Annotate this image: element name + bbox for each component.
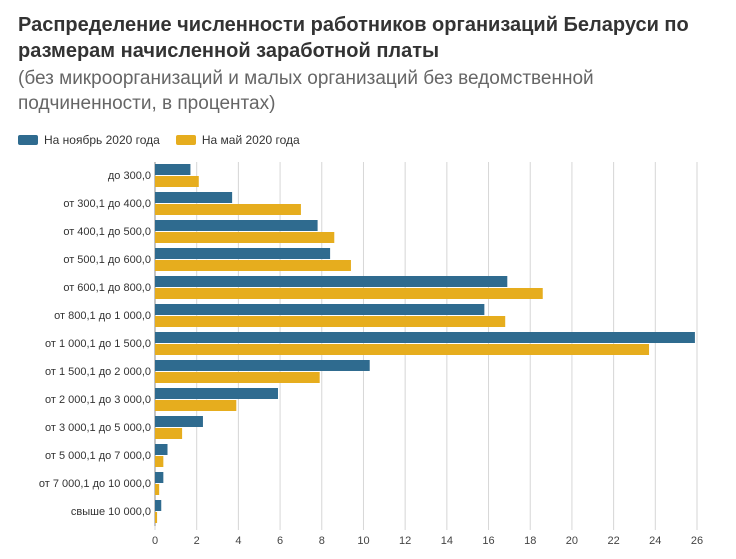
- bar-november: [155, 220, 318, 231]
- category-label: от 300,1 до 400,0: [63, 198, 151, 210]
- category-label: от 1 500,1 до 2 000,0: [45, 366, 151, 378]
- bar-november: [155, 332, 695, 343]
- legend-swatch-may: [175, 135, 196, 145]
- legend-item-november: На ноябрь 2020 года: [18, 133, 160, 147]
- chart-subtitle: (без микроорганизаций и малых организаци…: [18, 68, 594, 114]
- bar-may: [155, 204, 301, 215]
- category-label: до 300,0: [108, 170, 151, 182]
- category-label: от 3 000,1 до 5 000,0: [45, 422, 151, 434]
- category-label: от 7 000,1 до 10 000,0: [39, 478, 151, 490]
- bar-november: [155, 248, 331, 259]
- x-tick-label: 20: [566, 535, 578, 547]
- bar-may: [155, 484, 160, 495]
- bar-may: [155, 176, 199, 187]
- bar-may: [155, 456, 164, 467]
- bar-may: [155, 260, 351, 271]
- bar-november: [155, 304, 485, 315]
- bar-november: [155, 388, 278, 399]
- category-label: от 500,1 до 600,0: [63, 254, 151, 266]
- bar-november: [155, 416, 203, 427]
- category-label: от 800,1 до 1 000,0: [54, 310, 151, 322]
- x-tick-label: 26: [691, 535, 703, 547]
- x-tick-label: 14: [441, 535, 453, 547]
- bar-november: [155, 360, 370, 371]
- legend: На ноябрь 2020 года На май 2020 года: [18, 132, 316, 148]
- x-tick-label: 6: [277, 535, 283, 547]
- bar-may: [155, 428, 183, 439]
- category-label: от 600,1 до 800,0: [63, 282, 151, 294]
- legend-label-may: На май 2020 года: [201, 133, 300, 147]
- bar-may: [155, 232, 335, 243]
- category-label: от 1 000,1 до 1 500,0: [45, 338, 151, 350]
- x-tick-label: 16: [482, 535, 494, 547]
- x-tick-label: 8: [319, 535, 325, 547]
- chart-title: Распределение численности работников орг…: [18, 14, 689, 62]
- legend-item-may: На май 2020 года: [175, 133, 300, 147]
- x-tick-label: 22: [607, 535, 619, 547]
- legend-label-november: На ноябрь 2020 года: [44, 133, 160, 147]
- bar-november: [155, 472, 164, 483]
- bar-may: [155, 344, 650, 355]
- category-label: от 2 000,1 до 3 000,0: [45, 394, 151, 406]
- bar-may: [155, 400, 237, 411]
- category-label: свыше 10 000,0: [71, 506, 151, 518]
- bar-november: [155, 444, 168, 455]
- x-tick-label: 24: [649, 535, 661, 547]
- bar-november: [155, 276, 508, 287]
- bar-may: [155, 372, 320, 383]
- category-label: от 400,1 до 500,0: [63, 226, 151, 238]
- x-tick-label: 2: [194, 535, 200, 547]
- category-label: от 5 000,1 до 7 000,0: [45, 450, 151, 462]
- x-tick-label: 18: [524, 535, 536, 547]
- bar-may: [155, 316, 506, 327]
- bar-november: [155, 192, 233, 203]
- x-tick-label: 0: [152, 535, 158, 547]
- bar-may: [155, 512, 158, 523]
- x-tick-label: 10: [357, 535, 369, 547]
- bar-may: [155, 288, 543, 299]
- bar-november: [155, 164, 191, 175]
- legend-swatch-november: [18, 135, 38, 145]
- bar-november: [155, 500, 162, 511]
- x-tick-label: 4: [235, 535, 241, 547]
- x-tick-label: 12: [399, 535, 411, 547]
